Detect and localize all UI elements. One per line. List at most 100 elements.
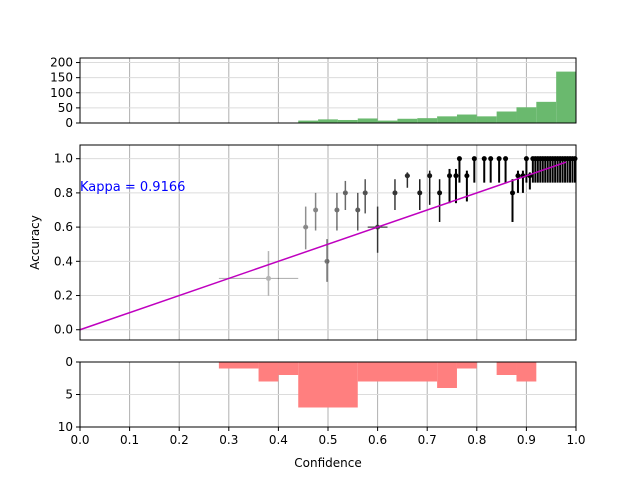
bottom-histogram-panel: 0 5 10 0.0 0.1 0.2 0.3 0.4 0.5 0.6 0.7 0.8 0.9 1.0 C… (58, 355, 586, 470)
y-tick-label: 1.0 (54, 152, 73, 166)
data-point (404, 173, 410, 179)
data-point (503, 156, 509, 162)
mid-y-ticks: 0.0 0.2 0.4 0.6 0.8 1.0 (54, 152, 80, 337)
accuracy-point (453, 168, 459, 204)
x-ticks: 0.0 0.1 0.2 0.3 0.4 0.5 0.6 0.7 0.8 0.9 1.0 (70, 427, 586, 447)
y-tick-label: 0 (65, 116, 73, 130)
data-point (456, 156, 462, 162)
x-tick-label: 0.1 (120, 433, 139, 447)
x-tick-label: 0.2 (170, 433, 189, 447)
histogram-bar (437, 116, 457, 123)
x-tick-label: 1.0 (566, 433, 585, 447)
histogram-bar (456, 362, 477, 369)
histogram-bar (437, 362, 457, 388)
y-tick-label: 100 (50, 86, 73, 100)
accuracy-point (481, 156, 487, 183)
accuracy-point (313, 192, 319, 231)
x-tick-label: 0.3 (219, 433, 238, 447)
data-point (265, 275, 271, 281)
histogram-bar (258, 362, 279, 382)
y-tick-label: 0.4 (54, 254, 73, 268)
accuracy-point (342, 180, 348, 210)
histogram-bar (536, 101, 557, 123)
data-point (324, 258, 330, 264)
accuracy-point (510, 179, 516, 222)
data-point (447, 173, 453, 179)
y-tick-label: 0.2 (54, 289, 73, 303)
data-point (453, 173, 459, 179)
data-point (496, 156, 502, 162)
data-point (392, 190, 398, 196)
top-histogram-bars (298, 71, 576, 123)
histogram-bar (496, 362, 517, 375)
y-tick-label: 0 (65, 355, 73, 369)
x-tick-label: 0.7 (418, 433, 437, 447)
accuracy-point (334, 192, 340, 231)
y-tick-label: 50 (58, 101, 73, 115)
data-point (510, 190, 516, 196)
accuracy-point (392, 179, 398, 210)
histogram-bar (516, 107, 537, 123)
data-point (362, 190, 368, 196)
data-point (437, 190, 443, 196)
accuracy-point (437, 179, 443, 222)
accuracy-point (427, 170, 433, 205)
histogram-bar (337, 119, 358, 123)
y-axis-label: Accuracy (28, 215, 42, 270)
data-point (342, 190, 348, 196)
y-tick-label: 200 (50, 56, 73, 70)
histogram-bar (318, 119, 338, 123)
data-point (488, 156, 494, 162)
y-tick-label: 0.8 (54, 186, 73, 200)
calibration-line (79, 161, 567, 331)
accuracy-point (496, 156, 502, 183)
data-point (515, 173, 521, 179)
y-tick-label: 0.0 (54, 323, 73, 337)
data-point (481, 156, 487, 162)
histogram-bar (218, 362, 259, 369)
histogram-bar (556, 71, 576, 123)
x-tick-label: 0.6 (368, 433, 387, 447)
accuracy-point (355, 192, 361, 231)
data-point (427, 173, 433, 179)
histogram-bar (298, 120, 319, 123)
data-point (572, 156, 578, 162)
histogram-bar (278, 362, 299, 375)
y-tick-label: 5 (65, 388, 73, 402)
histogram-bar (417, 118, 438, 123)
accuracy-point (456, 156, 462, 183)
kappa-annotation: Kappa = 0.9166 (80, 180, 185, 195)
accuracy-point (488, 156, 494, 183)
x-tick-label: 0.5 (318, 433, 337, 447)
accuracy-point (503, 156, 509, 183)
data-point (417, 190, 423, 196)
mid-axes-frame (79, 144, 577, 341)
data-point (355, 207, 361, 213)
top-axes-frame (79, 57, 577, 124)
histogram-bar (397, 118, 418, 123)
accuracy-point (515, 170, 521, 193)
histogram-bar (298, 362, 358, 408)
y-tick-label: 10 (58, 420, 73, 434)
histogram-bar (456, 114, 477, 123)
accuracy-point (404, 172, 410, 188)
y-tick-label: 0.6 (54, 220, 73, 234)
data-point (471, 156, 477, 162)
accuracy-point (218, 251, 299, 296)
histogram-bar (357, 362, 438, 382)
accuracy-points (218, 156, 578, 296)
histogram-bar (516, 362, 537, 382)
x-tick-label: 0.0 (70, 433, 89, 447)
histogram-bar (496, 111, 517, 123)
x-tick-label: 0.4 (269, 433, 288, 447)
data-point (334, 207, 340, 213)
x-tick-label: 0.8 (467, 433, 486, 447)
bottom-y-ticks: 0 5 10 (58, 355, 80, 434)
accuracy-point (417, 179, 423, 210)
data-point (313, 207, 319, 213)
accuracy-point (471, 156, 477, 183)
